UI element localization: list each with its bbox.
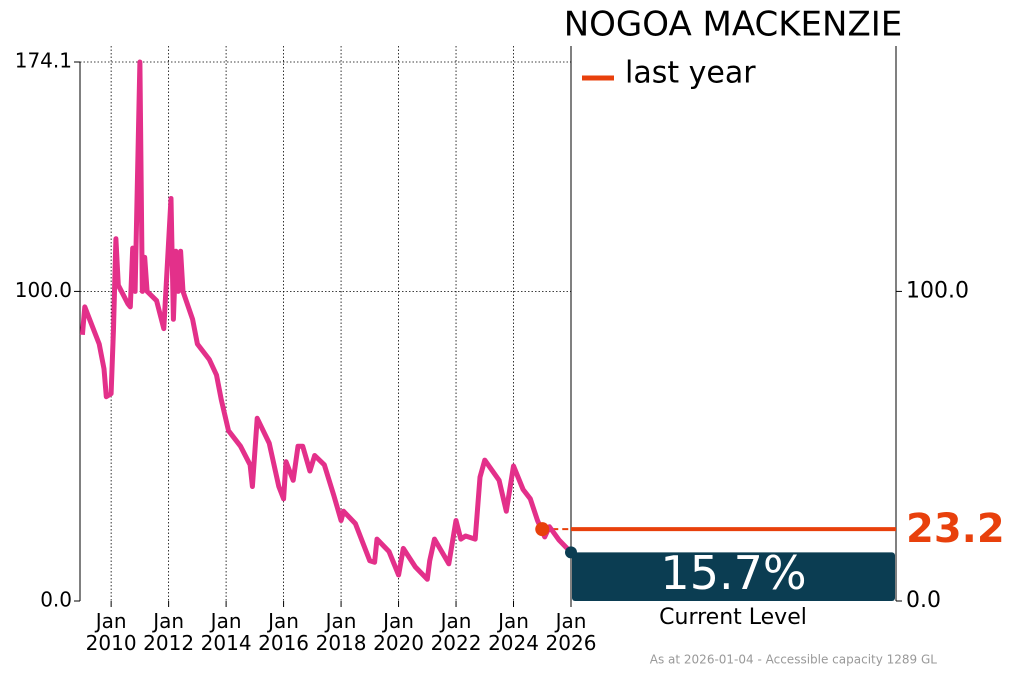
y-tick-label: 0.0 — [40, 588, 72, 612]
x-tick-label: Jan 2026 — [545, 609, 597, 655]
current-marker — [565, 546, 577, 559]
x-tick-label: Jan 2024 — [488, 609, 539, 655]
x-tick-label: Jan 2010 — [85, 609, 137, 655]
y2-tick-label: 100.0 — [906, 278, 969, 303]
last-year-marker — [535, 522, 550, 537]
footnote: As at 2026-01-04 - Accessible capacity 1… — [650, 653, 938, 667]
x-tick-label: Jan 2014 — [200, 609, 252, 655]
x-tick-label: Jan 2012 — [143, 609, 195, 655]
legend-label: last year — [625, 56, 756, 91]
last-year-value: 23.2 — [906, 506, 1005, 552]
y2-tick-label: 0.0 — [906, 588, 941, 613]
y-tick-label: 174.1 — [15, 49, 72, 73]
y-tick-label: 100.0 — [15, 278, 72, 302]
current-label: Current Level — [659, 605, 807, 630]
x-tick-label: Jan 2018 — [315, 609, 367, 655]
current-level — [572, 552, 895, 601]
x-tick-label: Jan 2016 — [258, 609, 310, 655]
x-tick-label: Jan 2020 — [373, 609, 424, 655]
current-value: 15.7% — [660, 546, 806, 600]
chart-title: NOGOA MACKENZIE — [564, 5, 903, 45]
storage-line — [79, 59, 573, 582]
x-tick-label: Jan 2022 — [430, 609, 482, 655]
